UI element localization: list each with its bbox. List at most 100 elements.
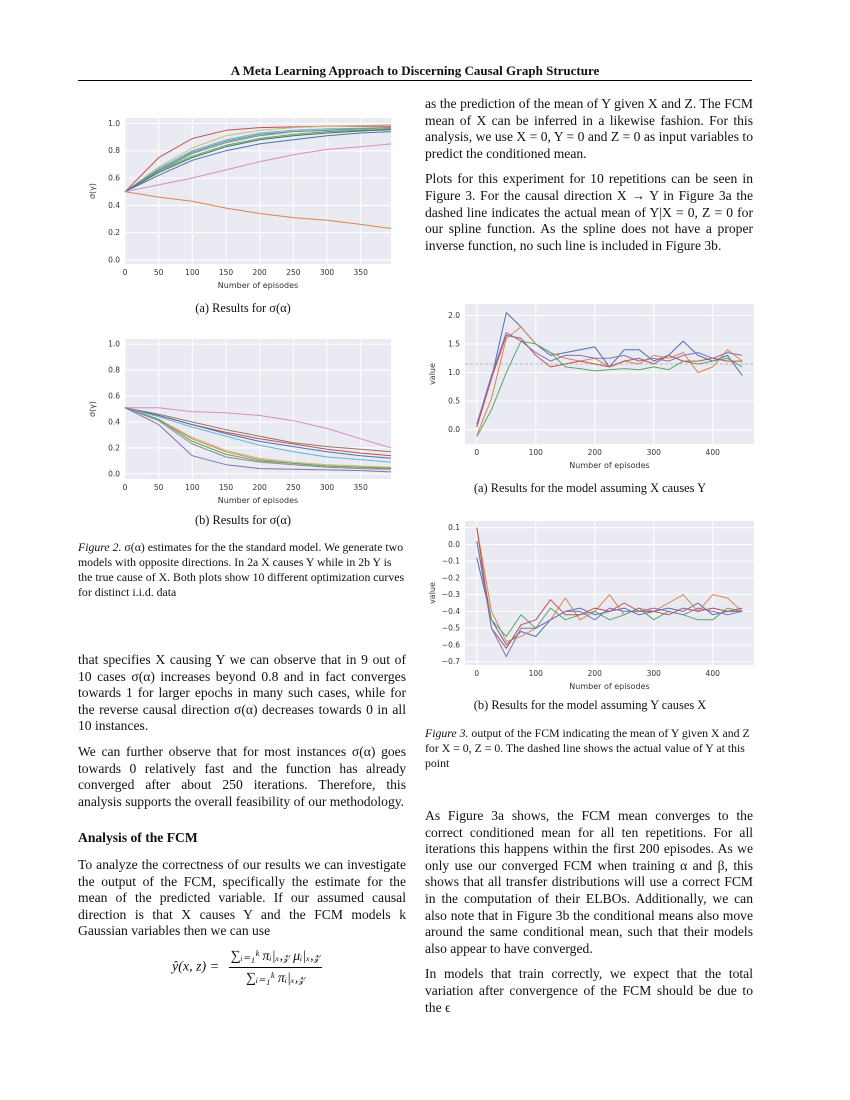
x-tick-label: 300: [320, 483, 335, 492]
series-line-5: [476, 541, 743, 658]
figure-2-label: Figure 2.: [78, 540, 122, 554]
y-axis-label: value: [428, 363, 437, 385]
y-tick-label: 0.0: [448, 425, 460, 434]
running-header: A Meta Learning Approach to Discerning C…: [230, 63, 600, 78]
x-tick-label: 350: [354, 268, 369, 277]
x-axis-label: Number of episodes: [569, 461, 649, 470]
equation-lhs: ŷ(x, z) =: [172, 959, 220, 975]
equation-denominator: ∑ᵢ₌₁ᵏ πᵢ|ₓ,𝓏: [245, 971, 305, 986]
y-axis-label: value: [428, 582, 437, 604]
x-tick-label: 0: [474, 448, 479, 457]
series-line-3: [124, 127, 392, 193]
x-tick-label: 350: [354, 483, 369, 492]
y-tick-label: 0.0: [108, 469, 120, 478]
x-tick-label: 300: [647, 669, 662, 678]
figure-2b-chart: 0 50 100 150 200 250 300 350 0.0 0.2 0.4 0.6 0.8 1.0 N…: [88, 339, 392, 505]
x-tick-label: 100: [529, 669, 544, 678]
y-tick-label: 0.0: [448, 540, 460, 549]
x-tick-label: 100: [529, 448, 544, 457]
x-tick-label: 200: [253, 483, 268, 492]
equation: ŷ(x, z) = ∑ᵢ₌₁ᵏ πᵢ|ₓ,𝓏 μᵢ|ₓ,𝓏 ∑ᵢ₌₁ᵏ πᵢ|ₓ…: [172, 948, 323, 987]
y-tick-label: −0.3: [442, 590, 460, 599]
series-line-9: [124, 407, 392, 470]
figure-3-caption-text: output of the FCM indicating the mean of…: [425, 726, 750, 770]
header-rule: [78, 80, 752, 81]
x-axis-label: Number of episodes: [218, 496, 298, 505]
y-tick-label: −0.4: [442, 607, 460, 616]
x-tick-label: 200: [588, 448, 603, 457]
plot-background: [125, 118, 391, 264]
plot-background: [465, 304, 754, 444]
x-tick-label: 300: [320, 268, 335, 277]
series-line-3: [476, 541, 743, 637]
x-tick-label: 300: [647, 448, 662, 457]
series-line-10: [124, 191, 392, 229]
x-tick-label: 400: [706, 669, 721, 678]
paragraph: In models that train correctly, we expec…: [425, 966, 753, 1015]
plot-background: [465, 521, 754, 665]
figure-2a-caption: (a) Results for σ(α): [195, 301, 291, 315]
figure-3-caption: Figure 3. output of the FCM indicating t…: [425, 726, 753, 771]
section-title: Analysis of the FCM: [78, 830, 198, 846]
x-tick-label: 150: [219, 268, 234, 277]
y-tick-label: −0.1: [442, 557, 460, 566]
figure-3a-chart: 0 100 200 300 400 0.0 0.5 1.0 1.5 2.0 Number of ep…: [428, 304, 754, 470]
x-tick-label: 150: [219, 483, 234, 492]
series-line-4: [124, 407, 392, 459]
x-tick-label: 200: [588, 669, 603, 678]
y-tick-label: 1.0: [448, 368, 460, 377]
paragraph: As Figure 3a shows, the FCM mean converg…: [425, 808, 753, 956]
x-tick-label: 250: [286, 483, 301, 492]
figure-3-label: Figure 3.: [425, 726, 469, 740]
x-tick-label: 0: [123, 483, 128, 492]
y-axis-label: σ(γ): [88, 401, 97, 417]
y-tick-label: 1.5: [448, 340, 460, 349]
y-tick-label: 0.8: [108, 146, 120, 155]
y-tick-label: −0.5: [442, 624, 460, 633]
figure-3a-caption: (a) Results for the model assuming X cau…: [473, 481, 707, 495]
series-line-2: [124, 407, 392, 453]
equation-numerator: ∑ᵢ₌₁ᵏ πᵢ|ₓ,𝓏 μᵢ|ₓ,𝓏: [228, 948, 323, 968]
y-tick-label: −0.7: [442, 657, 460, 666]
left-column-text: that specifies X causing Y we can observ…: [78, 652, 406, 949]
right-column-top-text: as the prediction of the mean of Y given…: [425, 96, 753, 263]
y-tick-label: 0.4: [108, 201, 120, 210]
x-axis-label: Number of episodes: [218, 281, 298, 290]
series-line-5: [124, 407, 392, 463]
series-line-5: [124, 128, 392, 193]
right-column-bottom-text: As Figure 3a shows, the FCM mean converg…: [425, 808, 753, 1025]
series-line-8: [124, 131, 392, 193]
x-tick-label: 0: [474, 669, 479, 678]
figure-2b-caption: (b) Results for σ(α): [194, 513, 292, 527]
y-tick-label: 0.6: [108, 392, 120, 401]
x-tick-label: 0: [123, 268, 128, 277]
series-line-7: [124, 129, 392, 193]
y-tick-label: 0.0: [108, 255, 120, 264]
x-tick-label: 250: [286, 268, 301, 277]
paragraph: as the prediction of the mean of Y given…: [425, 96, 753, 161]
figure-2a-chart: 0 50 100 150 200 250 300 350 0.0 0.2 0.4 0.6 0.8 1.0 N…: [88, 118, 392, 290]
equation-fraction: ∑ᵢ₌₁ᵏ πᵢ|ₓ,𝓏 μᵢ|ₓ,𝓏 ∑ᵢ₌₁ᵏ πᵢ|ₓ,𝓏: [228, 948, 323, 987]
x-tick-label: 100: [185, 483, 200, 492]
figure-2-caption-text: σ(α) estimates for the the standard mode…: [78, 540, 405, 599]
figure-3b-chart: 0 100 200 300 400 0.1 0.0 −0.1 −0.2 −0.3 −0.4 −0.5 −…: [428, 521, 754, 691]
x-tick-label: 50: [154, 483, 164, 492]
paragraph: Plots for this experiment for 10 repetit…: [425, 171, 753, 253]
figure-2-caption: Figure 2. σ(α) estimates for the the sta…: [78, 540, 406, 600]
series-line-9: [124, 143, 392, 193]
y-tick-label: −0.2: [442, 573, 460, 582]
y-tick-label: 0.2: [108, 443, 120, 452]
series-line-4: [476, 527, 743, 649]
y-tick-label: 0.1: [448, 523, 460, 532]
series-line-6: [124, 127, 392, 193]
series-line-1: [125, 407, 392, 449]
series-line-10: [124, 407, 392, 473]
y-tick-label: 1.0: [108, 340, 120, 349]
paragraph: that specifies X causing Y we can observ…: [78, 652, 406, 734]
x-tick-label: 50: [154, 268, 164, 277]
y-tick-label: 0.5: [448, 397, 460, 406]
y-axis-label: σ(γ): [88, 183, 97, 199]
x-axis-label: Number of episodes: [569, 682, 649, 691]
figure-3b-caption: (b) Results for the model assuming Y cau…: [473, 698, 707, 712]
